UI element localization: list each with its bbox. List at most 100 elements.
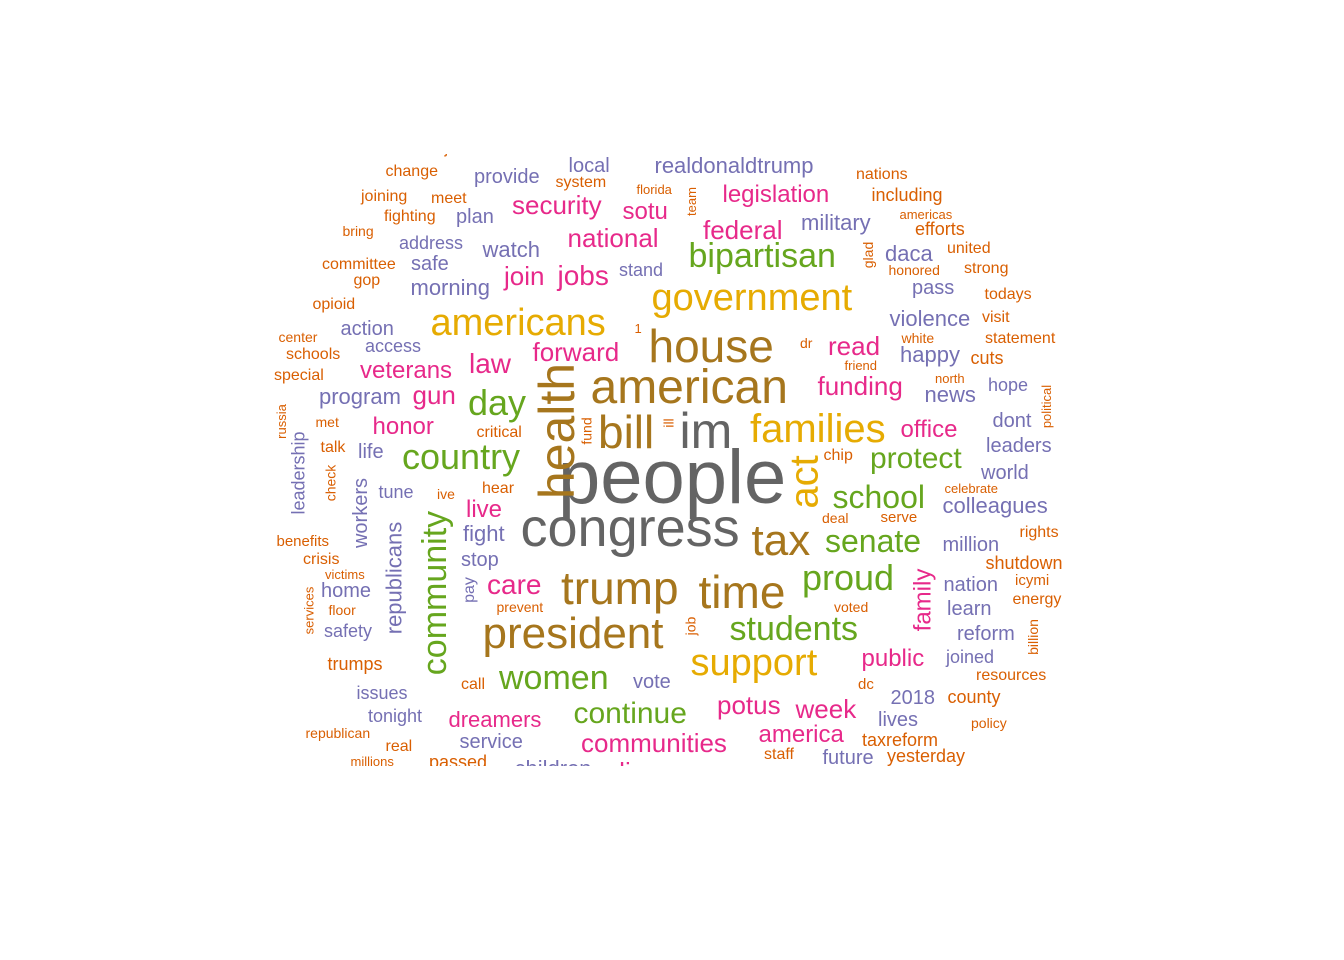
cloud-word: happy — [900, 342, 960, 367]
cloud-word: senate — [825, 523, 922, 559]
cloud-word: republican — [305, 725, 371, 741]
cloud-word: time — [698, 566, 786, 618]
cloud-word: millions — [350, 753, 394, 767]
cloud-word: continue — [573, 697, 687, 730]
cloud-word: system — [555, 174, 607, 191]
cloud-word: join — [504, 261, 545, 291]
cloud-word: pass — [912, 277, 955, 299]
cloud-word: americans — [430, 302, 606, 344]
cloud-word: policy — [971, 715, 1007, 731]
cloud-word: todays — [984, 286, 1032, 303]
cloud-word: program — [319, 384, 401, 409]
cloud-word: safety — [324, 621, 373, 641]
cloud-word: trump — [561, 562, 679, 614]
cloud-word: talk — [320, 439, 346, 456]
cloud-word: ive — [437, 486, 455, 502]
cloud-word: benefits — [276, 532, 330, 550]
cloud-word: tune — [378, 482, 414, 502]
cloud-word: home — [321, 580, 372, 602]
cloud-word: hear — [482, 480, 515, 497]
cloud-word: call — [461, 676, 486, 693]
cloud-word: victims — [325, 566, 365, 582]
cloud-word: care — [487, 569, 542, 600]
cloud-word: north — [935, 370, 965, 386]
cloud-word: lives — [878, 709, 919, 731]
cloud-word: political — [1038, 384, 1054, 428]
cloud-word: realdonaldtrump — [654, 154, 814, 178]
cloud-word: veterans — [360, 357, 453, 384]
cloud-word: statement — [985, 330, 1056, 347]
cloud-word: special — [274, 367, 324, 384]
cloud-word: prevent — [496, 599, 544, 615]
cloud-word: health — [529, 362, 586, 500]
cloud-word: families — [750, 407, 886, 451]
cloud-word: billion — [1024, 619, 1041, 655]
cloud-word: action — [340, 318, 394, 340]
cloud-word: service — [459, 731, 523, 753]
cloud-word: florida — [636, 181, 672, 197]
cloud-word: dr — [800, 335, 813, 351]
cloud-word: students — [729, 610, 859, 648]
cloud-word: white — [901, 330, 935, 346]
cloud-word: future — [822, 747, 874, 766]
cloud-word: meet — [431, 190, 467, 207]
cloud-word: republicans — [380, 521, 406, 635]
cloud-word: sotu — [622, 198, 668, 225]
cloud-word: country — [402, 436, 521, 477]
cloud-word: center — [278, 329, 318, 345]
cloud-word: serve — [880, 508, 918, 526]
cloud-word: office — [900, 416, 958, 443]
cloud-word: visit — [982, 309, 1010, 326]
cloud-word: women — [499, 659, 609, 697]
cloud-word: icymi — [1015, 571, 1050, 589]
cloud-word: efforts — [915, 219, 965, 239]
cloud-word: daca — [885, 241, 933, 266]
cloud-word: yesterday — [887, 746, 966, 766]
cloud-word: dreamers — [448, 707, 542, 732]
cloud-word: law — [469, 348, 512, 379]
cloud-word: bring — [342, 223, 374, 239]
cloud-word: committee — [322, 256, 396, 273]
cloud-word: national — [567, 223, 659, 253]
cloud-word: government — [651, 277, 853, 319]
cloud-word: hope — [988, 375, 1029, 395]
cloud-word: deal — [822, 510, 849, 526]
cloud-word: 1 — [634, 320, 642, 336]
cloud-word: house — [648, 320, 774, 372]
cloud-word: critical — [476, 424, 522, 441]
cloud-word: dont — [992, 410, 1032, 432]
cloud-word: local — [568, 155, 610, 177]
cloud-word: 2018 — [890, 687, 936, 709]
cloud-word: met — [315, 414, 339, 430]
cloud-word: safe — [411, 253, 449, 275]
cloud-word: act — [782, 455, 827, 509]
cloud-word: provide — [474, 166, 540, 188]
cloud-word: united — [947, 240, 991, 257]
cloud-word: leadership — [288, 431, 309, 515]
cloud-word: cuts — [970, 348, 1004, 368]
cloud-word: violence — [889, 306, 971, 331]
cloud-word: stand — [619, 260, 664, 280]
word-cloud-area: people congress im american house bill health p… — [0, 154, 1344, 766]
cloud-word: honor — [372, 413, 434, 440]
cloud-word: fund — [578, 417, 595, 445]
cloud-word: legislation — [722, 181, 830, 208]
cloud-word: issues — [356, 683, 408, 703]
cloud-word: million — [942, 534, 1000, 556]
cloud-word: floor — [328, 602, 356, 618]
cloud-word: nations — [856, 166, 908, 183]
cloud-word: services — [301, 586, 317, 634]
cloud-word: forward — [532, 337, 620, 367]
cloud-word: potus — [717, 690, 781, 720]
cloud-word: im — [679, 403, 733, 459]
cloud-word: children — [515, 758, 592, 767]
cloud-word: world — [981, 462, 1029, 484]
cloud-word: opioid — [312, 296, 356, 313]
cloud-word: protect — [870, 442, 962, 475]
cloud-word: energy — [1012, 591, 1062, 608]
cloud-word: discuss — [611, 759, 698, 766]
cloud-word: passed — [429, 752, 488, 766]
cloud-word: taxreform — [862, 730, 939, 750]
cloud-word: proud — [802, 557, 895, 598]
